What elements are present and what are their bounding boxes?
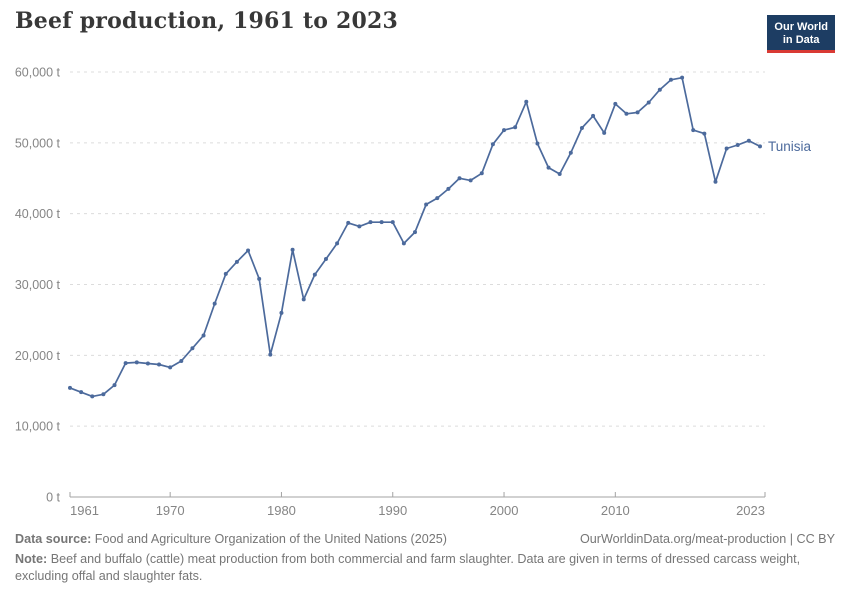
x-axis-label: 2000 xyxy=(490,503,519,518)
x-axis-label: 1990 xyxy=(378,503,407,518)
data-point[interactable] xyxy=(502,128,507,133)
x-axis-label: 1961 xyxy=(70,503,99,518)
note-text: Beef and buffalo (cattle) meat productio… xyxy=(15,552,801,583)
chart-footer: Data source: Food and Agriculture Organi… xyxy=(15,531,835,585)
data-point[interactable] xyxy=(179,359,184,363)
data-point[interactable] xyxy=(123,361,128,366)
data-point[interactable] xyxy=(524,99,529,104)
data-point[interactable] xyxy=(68,385,72,390)
x-axis-label: 2023 xyxy=(736,503,765,518)
data-point[interactable] xyxy=(201,333,206,338)
x-axis-label: 2010 xyxy=(601,503,630,518)
data-source: Data source: Food and Agriculture Organi… xyxy=(15,531,447,548)
data-point[interactable] xyxy=(735,142,740,147)
data-point[interactable] xyxy=(257,276,262,281)
data-point[interactable] xyxy=(145,361,150,366)
data-point[interactable] xyxy=(357,224,362,229)
x-axis-label: 1980 xyxy=(267,503,296,518)
y-axis-label: 10,000 t xyxy=(15,420,61,434)
data-point[interactable] xyxy=(157,362,162,367)
y-axis-label: 20,000 t xyxy=(15,349,61,363)
data-point[interactable] xyxy=(379,220,384,225)
data-point[interactable] xyxy=(568,150,573,155)
data-point[interactable] xyxy=(490,142,495,147)
data-point[interactable] xyxy=(390,220,395,225)
data-point[interactable] xyxy=(591,113,596,118)
data-point[interactable] xyxy=(234,259,239,264)
data-point[interactable] xyxy=(657,87,662,92)
series-line-tunisia[interactable] xyxy=(69,76,761,398)
data-point[interactable] xyxy=(546,165,551,170)
data-point[interactable] xyxy=(223,271,228,276)
x-axis-label: 1970 xyxy=(156,503,185,518)
data-point[interactable] xyxy=(535,141,540,146)
data-point[interactable] xyxy=(602,130,607,135)
data-point[interactable] xyxy=(513,125,518,130)
data-point[interactable] xyxy=(646,100,651,105)
y-axis-label: 40,000 t xyxy=(15,207,61,221)
data-point[interactable] xyxy=(168,365,173,370)
citation-link[interactable]: OurWorldinData.org/meat-production | CC … xyxy=(579,532,835,546)
data-point[interactable] xyxy=(579,125,584,130)
data-source-text: Food and Agriculture Organization of the… xyxy=(94,532,447,546)
data-point[interactable] xyxy=(413,230,417,235)
data-point[interactable] xyxy=(746,138,751,143)
data-source-label: Data source: xyxy=(15,532,92,546)
data-point[interactable] xyxy=(112,383,117,388)
data-point[interactable] xyxy=(301,297,306,302)
data-point[interactable] xyxy=(702,131,707,136)
data-point[interactable] xyxy=(346,220,351,225)
data-point[interactable] xyxy=(401,241,406,246)
y-axis-label: 30,000 t xyxy=(15,278,61,292)
data-point[interactable] xyxy=(368,220,373,225)
data-point[interactable] xyxy=(446,186,451,191)
data-point[interactable] xyxy=(246,248,251,253)
note-label: Note: xyxy=(15,552,48,566)
data-point[interactable] xyxy=(79,390,84,395)
data-point[interactable] xyxy=(613,101,618,106)
data-point[interactable] xyxy=(290,247,295,252)
data-point[interactable] xyxy=(635,110,640,115)
data-point[interactable] xyxy=(279,310,284,315)
data-point[interactable] xyxy=(268,352,273,357)
y-axis-label: 0 t xyxy=(46,491,60,505)
y-axis-label: 50,000 t xyxy=(15,136,61,150)
data-point[interactable] xyxy=(691,128,696,133)
data-point[interactable] xyxy=(90,394,95,399)
data-point[interactable] xyxy=(624,111,629,116)
data-point[interactable] xyxy=(468,178,473,183)
data-point[interactable] xyxy=(557,172,562,176)
data-point[interactable] xyxy=(435,196,440,201)
data-point[interactable] xyxy=(724,146,729,151)
data-point[interactable] xyxy=(190,346,195,351)
line-chart-canvas[interactable]: 0 t 10,000 t 20,000 t 30,000 t 40,000 t 50,00… xyxy=(0,0,850,530)
data-point[interactable] xyxy=(323,257,328,261)
data-point[interactable] xyxy=(312,272,317,277)
data-point[interactable] xyxy=(713,179,718,184)
owid-logo[interactable]: Our World in Data xyxy=(767,15,835,53)
data-point[interactable] xyxy=(134,360,139,365)
y-axis-label: 60,000 t xyxy=(15,66,61,80)
entity-label-tunisia[interactable]: Tunisia xyxy=(768,139,812,154)
logo-line-1: Our World xyxy=(774,21,828,33)
logo-line-2: in Data xyxy=(782,33,820,46)
data-point[interactable] xyxy=(335,241,340,246)
data-point[interactable] xyxy=(457,176,462,181)
data-point[interactable] xyxy=(680,75,685,80)
data-point[interactable] xyxy=(758,144,762,149)
data-point[interactable] xyxy=(479,171,484,176)
data-point[interactable] xyxy=(424,202,429,207)
data-point[interactable] xyxy=(668,77,673,82)
data-point[interactable] xyxy=(101,392,106,397)
page-title: Beef production, 1961 to 2023 xyxy=(15,8,399,34)
data-point[interactable] xyxy=(212,301,217,306)
